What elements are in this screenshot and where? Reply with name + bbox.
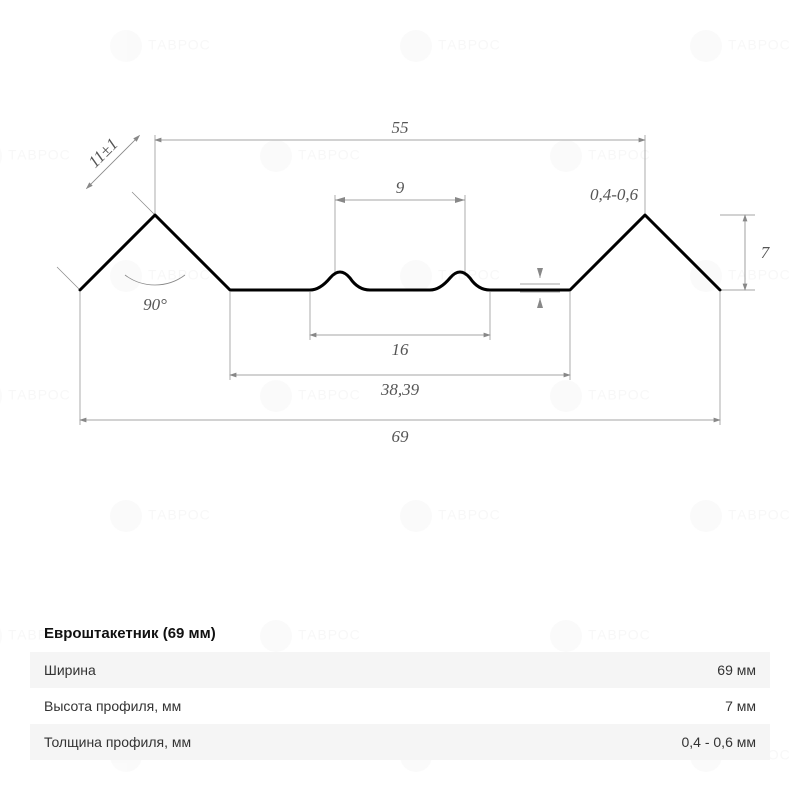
svg-text:9: 9 [396,178,405,197]
spec-label: Ширина [44,662,96,678]
svg-text:0,4-0,6: 0,4-0,6 [590,185,639,204]
svg-text:11±1: 11±1 [84,134,121,171]
spec-row: Высота профиля, мм 7 мм [30,688,770,724]
svg-text:90°: 90° [143,295,167,314]
spec-row: Ширина 69 мм [30,652,770,688]
svg-text:38,39: 38,39 [380,380,420,399]
svg-text:7: 7 [761,243,771,262]
spec-value: 69 мм [717,662,756,678]
svg-text:16: 16 [392,340,410,359]
spec-label: Толщина профиля, мм [44,734,191,750]
svg-text:55: 55 [392,118,409,137]
spec-value: 0,4 - 0,6 мм [681,734,756,750]
spec-row: Толщина профиля, мм 0,4 - 0,6 мм [30,724,770,760]
technical-diagram: 55 11±1 9 0,4-0,6 7 90° [0,0,800,500]
spec-title: Евроштакетник (69 мм) [30,615,770,652]
svg-text:69: 69 [392,427,410,446]
profile-svg: 55 11±1 9 0,4-0,6 7 90° [0,0,800,500]
spec-label: Высота профиля, мм [44,698,181,714]
spec-value: 7 мм [725,698,756,714]
spec-table: Евроштакетник (69 мм) Ширина 69 мм Высот… [30,615,770,760]
